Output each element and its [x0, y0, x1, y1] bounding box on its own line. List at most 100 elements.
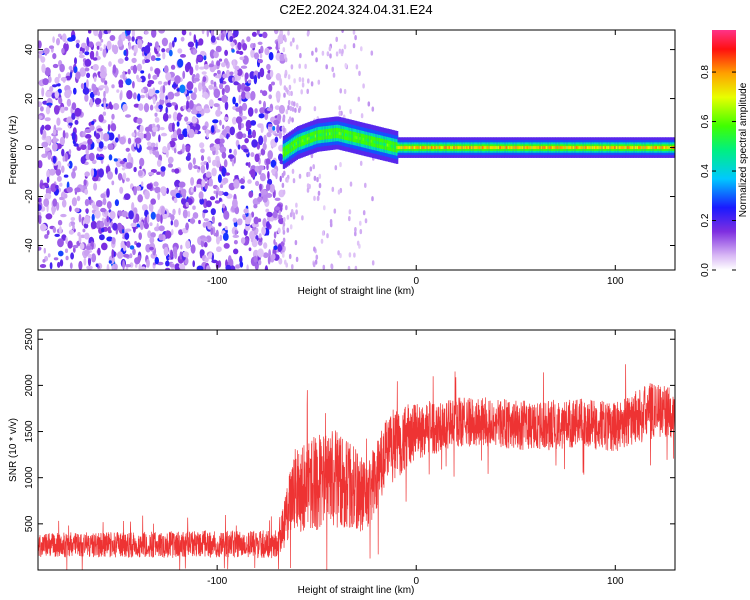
noise-cell: [269, 183, 275, 193]
signal-peak-cell: [403, 146, 407, 149]
signal-peak-cell: [450, 146, 453, 149]
x-tick-label: 100: [607, 276, 624, 287]
noise-cell: [266, 221, 270, 229]
noise-cell: [274, 206, 280, 211]
noise-cell: [208, 84, 214, 90]
noise-cell: [108, 154, 113, 161]
signal-peak-cell: [512, 146, 515, 149]
signal-peak-cell: [653, 146, 657, 149]
noise-cell: [237, 42, 242, 51]
snr-frame: [37, 329, 676, 571]
signal-peak-cell: [574, 146, 577, 149]
noise-cell: [54, 76, 60, 84]
noise-cell: [144, 190, 150, 200]
signal-peak-cell: [470, 146, 474, 149]
noise-cell: [283, 217, 286, 223]
noise-cell: [52, 142, 58, 152]
signal-peak-cell: [645, 146, 649, 149]
signal-peak-cell: [540, 146, 544, 149]
signal-peak-cell: [518, 146, 521, 149]
noise-cell: [79, 242, 85, 250]
noise-cell: [44, 147, 51, 152]
noise-cell: [201, 71, 207, 75]
noise-cell: [360, 113, 364, 119]
noise-cell: [219, 146, 227, 154]
noise-cell: [126, 30, 131, 36]
noise-cell: [271, 81, 275, 86]
noise-cell: [54, 233, 60, 237]
noise-cell: [72, 244, 79, 249]
noise-cell: [284, 57, 288, 63]
noise-cell: [248, 247, 252, 252]
noise-cell: [132, 81, 135, 89]
noise-cell: [177, 58, 184, 68]
noise-cell: [209, 252, 213, 257]
y-tick-label: 40: [24, 44, 35, 56]
noise-cell: [71, 131, 76, 141]
noise-cell: [278, 131, 282, 139]
noise-cell: [59, 63, 65, 73]
noise-cell: [172, 111, 178, 122]
noise-cell: [266, 163, 269, 171]
noise-cell: [222, 232, 229, 241]
noise-cell: [206, 30, 209, 38]
noise-cell: [137, 170, 143, 177]
noise-cell: [214, 200, 220, 204]
noise-cell: [148, 203, 154, 212]
noise-cell: [298, 76, 302, 83]
noise-cell: [38, 115, 43, 120]
noise-cell: [200, 164, 206, 174]
noise-cell: [180, 54, 186, 58]
signal-peak-cell: [580, 146, 583, 149]
noise-cell: [158, 225, 165, 232]
noise-cell: [141, 181, 144, 187]
noise-cell: [259, 173, 266, 182]
signal-peak-cell: [531, 146, 534, 149]
noise-cell: [162, 84, 166, 94]
noise-cell: [89, 98, 93, 108]
noise-cell: [84, 171, 90, 177]
noise-cell: [247, 134, 253, 139]
noise-cell: [59, 259, 64, 267]
noise-cell: [83, 179, 87, 186]
noise-cell: [95, 138, 101, 143]
noise-cell: [216, 236, 220, 245]
noise-cell: [191, 109, 198, 115]
noise-cell: [108, 260, 112, 264]
noise-cell: [258, 113, 265, 119]
noise-cell: [80, 156, 86, 165]
noise-cell: [215, 229, 219, 239]
noise-cell: [64, 193, 68, 199]
noise-cell: [229, 71, 234, 76]
noise-cell: [265, 183, 271, 191]
noise-cell: [318, 173, 322, 179]
noise-cell: [217, 70, 221, 75]
noise-cell: [200, 50, 205, 56]
noise-cell: [229, 126, 235, 136]
noise-cell: [171, 40, 175, 48]
noise-cell: [320, 238, 324, 244]
noise-cell: [61, 148, 65, 157]
noise-cell: [108, 101, 112, 110]
noise-cell: [218, 197, 222, 202]
noise-cell: [157, 192, 161, 201]
noise-cell: [243, 208, 249, 214]
signal-peak-cell: [348, 134, 351, 138]
noise-cell: [202, 76, 207, 83]
signal-peak-cell: [612, 146, 615, 149]
noise-cell: [289, 224, 293, 230]
noise-cell: [231, 49, 235, 53]
noise-cell: [208, 99, 214, 107]
noise-cell: [137, 194, 143, 203]
noise-cell: [159, 91, 165, 100]
signal-peak-cell: [593, 146, 596, 149]
noise-cell: [182, 70, 186, 79]
noise-cell: [231, 77, 235, 82]
noise-cell: [127, 35, 131, 42]
signal-peak-cell: [499, 146, 502, 149]
signal-peak-cell: [329, 132, 332, 136]
noise-cell: [78, 54, 85, 59]
signal-peak-cell: [302, 139, 305, 143]
noise-cell: [153, 181, 159, 187]
noise-cell: [258, 233, 262, 239]
